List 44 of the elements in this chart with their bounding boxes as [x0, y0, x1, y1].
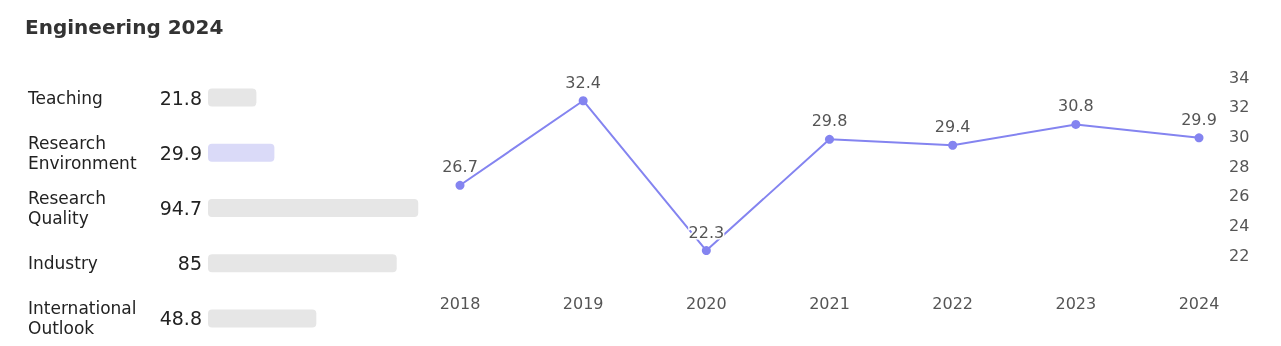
x-tick-label: 2022	[932, 293, 974, 313]
y-tick-label: 22	[1229, 245, 1250, 265]
data-label: 30.8	[1058, 96, 1094, 116]
x-tick-label: 2023	[1055, 293, 1097, 313]
point	[1194, 133, 1204, 143]
y-tick-label: Research Quality	[28, 188, 112, 228]
data-label: 21.8	[159, 86, 202, 109]
point	[701, 246, 711, 256]
chart-title: Engineering 2024	[25, 15, 224, 39]
point	[455, 180, 465, 190]
x-tick-label: 2020	[685, 293, 727, 313]
data-label: 48.8	[159, 307, 202, 330]
data-label: 22.3	[688, 222, 725, 242]
y-tick-label: 32	[1229, 97, 1250, 117]
y-tick-label: 28	[1229, 156, 1250, 176]
x-tick-label: 2021	[809, 293, 850, 313]
bar	[208, 254, 397, 273]
bar	[208, 199, 419, 217]
y-tick-label: 34	[1229, 67, 1250, 87]
bar	[208, 88, 257, 107]
point	[825, 134, 834, 144]
y-tick-label: Industry	[28, 253, 98, 274]
point	[578, 96, 588, 106]
y-tick-label: 24	[1229, 215, 1250, 235]
data-label: 29.9	[1181, 109, 1217, 129]
data-label: 29.8	[811, 111, 848, 131]
bar	[208, 309, 317, 328]
y-tick-label: 26	[1229, 186, 1250, 206]
y-tick-label: Teaching	[27, 87, 103, 108]
data-label: 85	[177, 252, 202, 275]
y-tick-label: Research Environment	[28, 132, 137, 173]
data-label: 94.7	[159, 197, 202, 219]
y-tick-label: International Outlook	[28, 298, 142, 339]
point	[1071, 119, 1081, 129]
x-tick-label: 2024	[1178, 293, 1220, 313]
bar	[208, 143, 275, 162]
data-label: 29.4	[934, 117, 971, 137]
data-label: 26.7	[442, 157, 478, 177]
y-tick-label: 30	[1229, 126, 1250, 146]
x-tick-label: 2019	[562, 293, 604, 313]
data-label: 29.9	[159, 141, 202, 164]
data-label: 32.4	[565, 72, 601, 92]
x-tick-label: 2018	[439, 293, 481, 313]
point	[948, 140, 958, 150]
